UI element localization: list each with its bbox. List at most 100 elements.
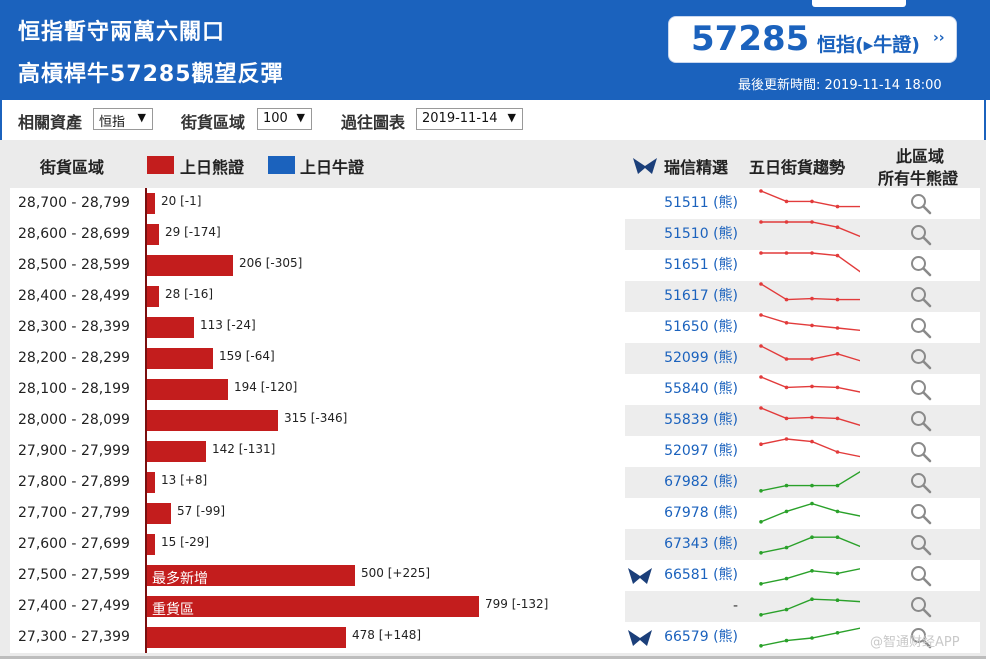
trend-point (835, 385, 840, 390)
bear-bar[interactable]: 重貨區 (147, 596, 479, 618)
table-row: 28,600 - 28,699 29 [-174] 51510 (熊) (10, 219, 980, 250)
caret-down-icon: ▼ (507, 111, 516, 124)
trend-cell (748, 436, 865, 467)
panel-footer-edge (0, 656, 986, 659)
bar-value-label: 500 [+225] (361, 566, 431, 580)
trend-point (759, 582, 763, 586)
search-icon[interactable] (910, 410, 932, 432)
pick-link[interactable]: 52099 (熊) (664, 350, 738, 366)
bar-cell: 29 [-174] (145, 219, 625, 250)
trend-cell (748, 343, 865, 374)
bear-bar[interactable] (147, 627, 346, 648)
search-icon[interactable] (910, 503, 932, 525)
pick-link[interactable]: 51650 (熊) (664, 319, 738, 335)
pick-link[interactable]: 67978 (熊) (664, 505, 738, 521)
pick-cell: 52097 (熊) (625, 436, 748, 467)
bar-value-label: 159 [-64] (219, 349, 275, 363)
trend-sparkline (759, 282, 865, 302)
bear-bar[interactable] (147, 410, 278, 431)
trend-point (759, 375, 763, 379)
table-row: 27,300 - 27,399 478 [+148] 66579 (熊) (10, 622, 980, 653)
bear-bar[interactable] (147, 317, 194, 338)
search-icon[interactable] (910, 441, 932, 463)
search-icon[interactable] (910, 627, 932, 649)
pick-link[interactable]: 51511 (熊) (664, 195, 738, 211)
search-cell (860, 498, 980, 529)
caret-down-icon: ▼ (296, 111, 305, 124)
pick-link[interactable]: 51651 (熊) (664, 257, 738, 273)
trend-point (835, 571, 840, 576)
index-link-button[interactable]: 57285 恒指(▸牛證) ›› (669, 17, 956, 62)
search-icon[interactable] (910, 472, 932, 494)
bear-bar[interactable] (147, 348, 213, 369)
search-icon[interactable] (910, 317, 932, 339)
search-icon[interactable] (910, 193, 932, 215)
watermark: @智通财经APP (870, 635, 960, 650)
search-icon[interactable] (910, 596, 932, 618)
search-cell (860, 374, 980, 405)
bar-cell: 最多新增 500 [+225] (145, 560, 625, 591)
pick-link[interactable]: 66579 (熊) (664, 629, 738, 645)
bear-bar[interactable] (147, 224, 159, 245)
search-icon[interactable] (910, 534, 932, 556)
trend-point (810, 535, 814, 539)
pick-link[interactable]: 67982 (熊) (664, 474, 738, 490)
pick-cell: 55840 (熊) (625, 374, 748, 405)
bar-value-label: 113 [-24] (200, 318, 256, 332)
search-icon[interactable] (910, 348, 932, 370)
pick-cell: 66579 (熊) (625, 622, 748, 653)
pick-link[interactable]: 66581 (熊) (664, 567, 738, 583)
pick-link[interactable]: 67343 (熊) (664, 536, 738, 552)
bar-value-label: 13 [+8] (161, 473, 208, 487)
trend-point (810, 483, 814, 488)
search-icon[interactable] (910, 255, 932, 277)
bar-value-label: 20 [-1] (161, 194, 202, 208)
bear-bar[interactable] (147, 379, 228, 400)
pick-cell: 51511 (熊) (625, 188, 748, 219)
bear-bar[interactable] (147, 286, 159, 307)
search-icon[interactable] (910, 286, 932, 308)
bear-bar[interactable] (147, 534, 155, 555)
zone-select-value: 100 (263, 111, 288, 126)
bear-bar[interactable] (147, 255, 233, 276)
bar-axis (145, 281, 147, 312)
trend-line (761, 252, 864, 275)
filter-bar: 相關資產 恒指 ▼ 街貨區域 100 ▼ 過往圖表 2019-11-14 ▼ (0, 100, 986, 140)
trend-point (759, 282, 763, 286)
pick-cell: 67982 (熊) (625, 467, 748, 498)
table-body: 28,700 - 28,799 20 [-1] 51511 (熊) 28,600 - … (10, 188, 980, 653)
search-icon[interactable] (910, 224, 932, 246)
trend-point (759, 520, 763, 524)
table-row: 27,500 - 27,599 最多新增 500 [+225] 66581 (熊) (10, 560, 980, 591)
table-row: 28,100 - 28,199 194 [-120] 55840 (熊) (10, 374, 980, 405)
search-icon[interactable] (910, 565, 932, 587)
trend-cell (748, 219, 865, 250)
bar-axis (145, 591, 147, 622)
search-icon[interactable] (910, 379, 932, 401)
bar-cell: 15 [-29] (145, 529, 625, 560)
trend-sparkline (759, 468, 865, 493)
bear-bar[interactable] (147, 193, 155, 214)
bear-bar[interactable] (147, 503, 171, 524)
trend-point (784, 416, 789, 421)
col-all-header-line2: 所有牛熊證 (878, 169, 959, 188)
headline-line-2: 高槓桿牛57285觀望反彈 (18, 62, 284, 87)
pick-link[interactable]: 52097 (熊) (664, 443, 738, 459)
trend-sparkline (759, 566, 865, 586)
zone-select[interactable]: 100 ▼ (257, 108, 312, 130)
pick-empty: - (732, 598, 738, 614)
pick-link[interactable]: 51617 (熊) (664, 288, 738, 304)
zone-range: 28,000 - 28,099 (10, 405, 145, 436)
pick-link[interactable]: 51510 (熊) (664, 226, 738, 242)
index-label: 恒指(▸牛證) (817, 34, 920, 56)
zone-range: 28,700 - 28,799 (10, 188, 145, 219)
bear-bar[interactable] (147, 472, 155, 493)
pick-link[interactable]: 55839 (熊) (664, 412, 738, 428)
bear-bar[interactable]: 最多新增 (147, 565, 355, 587)
pick-link[interactable]: 55840 (熊) (664, 381, 738, 397)
trend-sparkline (759, 625, 865, 648)
history-date-select[interactable]: 2019-11-14 ▼ (416, 108, 523, 130)
pick-cell: 51510 (熊) (625, 219, 748, 250)
asset-select[interactable]: 恒指 ▼ (93, 108, 153, 130)
bear-bar[interactable] (147, 441, 206, 462)
